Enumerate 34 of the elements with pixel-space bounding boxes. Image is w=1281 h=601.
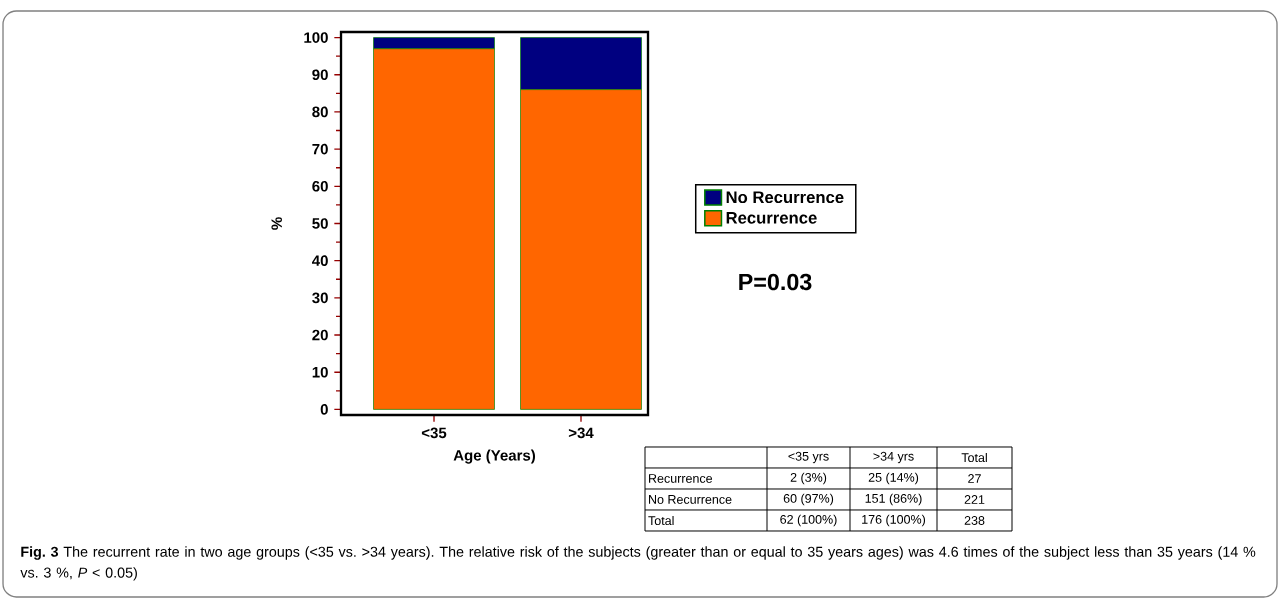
- text: 62 (100%): [780, 514, 837, 527]
- text: Fig. 3 The recurrent rate in two age groups (<35 vs. >34 years). The relative risk of the subjects (greater than or equal to 35 years ages) was 4.6 times of the subject less than 35 years (14 % vs. 3 %, P < 0.05): [20, 546, 1256, 581]
- text: No Recurrence: [649, 495, 732, 504]
- y-tick-label: 90: [312, 69, 328, 81]
- text: 151 (86%): [865, 493, 922, 506]
- text: 221: [964, 495, 985, 504]
- y-tick-label: 50: [312, 218, 328, 229]
- x-tick-label: >34: [568, 427, 594, 439]
- text: 25 (14%): [868, 472, 919, 485]
- y-tick-label: 20: [312, 329, 328, 341]
- text: Total: [961, 452, 987, 463]
- y-tick-label: 0: [320, 404, 328, 415]
- text: 2 (3%): [790, 472, 827, 485]
- text: 176 (100%): [862, 514, 926, 527]
- legend-label: Recurrence: [726, 212, 817, 224]
- y-tick-label: 70: [312, 143, 328, 155]
- text: P=0.03: [739, 273, 812, 291]
- y-tick-label: 60: [312, 180, 328, 192]
- text: Recurrence: [649, 474, 713, 483]
- y-axis-title: %: [271, 217, 282, 230]
- text: Total: [648, 515, 674, 526]
- text: 238: [964, 516, 985, 525]
- y-tick-label: 30: [312, 292, 328, 304]
- legend-label: No Recurrence: [726, 191, 844, 204]
- text: >34 yrs: [873, 451, 914, 464]
- text: 60 (97%): [783, 493, 834, 506]
- x-tick-label: <35: [421, 427, 447, 439]
- text: 27: [968, 474, 981, 483]
- y-tick-label: 10: [312, 366, 328, 378]
- x-axis-title: Age (Years): [453, 449, 536, 464]
- y-tick-label: 100: [304, 32, 328, 43]
- y-tick-label: 40: [312, 255, 328, 266]
- y-tick-label: 80: [312, 106, 328, 118]
- text: <35 yrs: [788, 451, 829, 464]
